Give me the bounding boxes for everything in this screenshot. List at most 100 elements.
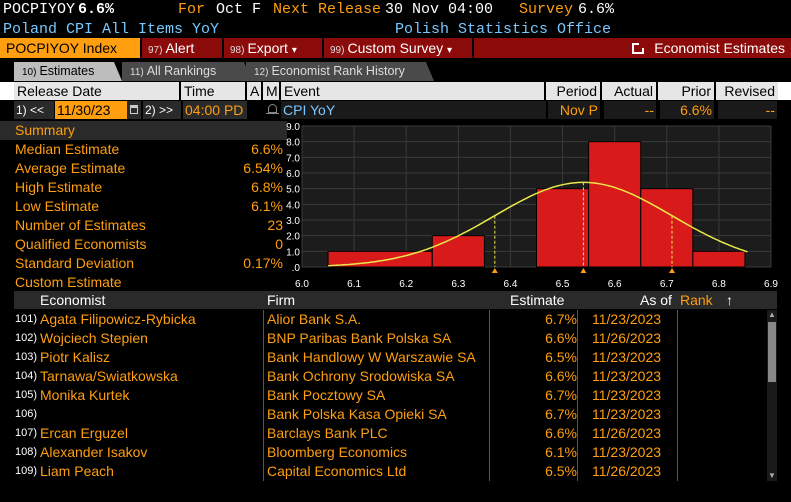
x-tick-label: 6.4 — [503, 279, 517, 290]
calendar-icon[interactable] — [127, 101, 141, 119]
table-row[interactable]: 106) Bank Polska Kasa Opieki SA 6.7% 11/23/… — [0, 405, 777, 424]
alert-label: Alert — [165, 40, 195, 56]
table-row[interactable]: 108) Alexander Isakov Bloomberg Economics 6… — [0, 443, 777, 462]
estimates-histogram: 9.0 8.0 7.0 6.0 5.0 4.0 3.0 2.0 1.0 .0 6.0 6.1 6.2 6.… — [286, 122, 778, 290]
as-of-date: 11/26/2023 — [592, 463, 662, 479]
table-row[interactable]: 102) Wojciech Stepien BNP Paribas Bank Pol… — [0, 329, 777, 348]
export-button[interactable]: 98) Export ▾ — [224, 38, 322, 58]
row-index: 107) — [15, 427, 38, 439]
as-of-date: 11/23/2023 — [592, 368, 662, 384]
event-name-link[interactable]: CPI YoY — [281, 101, 546, 119]
y-tick-label: 2.0 — [286, 232, 300, 243]
y-tick-label: 5.0 — [286, 185, 300, 196]
table-row[interactable]: 104) Tarnawa/Swiatkowska Bank Ochrony Srod… — [0, 367, 777, 386]
col-m[interactable]: M — [263, 82, 281, 100]
table-row[interactable]: 101) Agata Filipowicz-Rybicka Alior Bank S… — [0, 310, 777, 329]
col-event[interactable]: Event — [281, 82, 546, 100]
prev-date-button[interactable]: 1) << — [14, 101, 54, 119]
col-economist[interactable]: Economist — [40, 292, 106, 308]
col-prior[interactable]: Prior — [658, 82, 716, 100]
event-prior: 6.6% — [660, 101, 714, 119]
marker-triangle — [580, 268, 587, 273]
security-description: Poland CPI All Items YoY — [3, 21, 220, 38]
table-row[interactable]: 103) Piotr Kalisz Bank Handlowy W Warszawi… — [0, 348, 777, 367]
as-of-date: 11/26/2023 — [592, 330, 662, 346]
column-divider — [677, 310, 678, 481]
estimate-value: 6.6% — [545, 330, 577, 346]
col-revised[interactable]: Revised — [716, 82, 778, 100]
tab-estimates[interactable]: 10) Estimates — [14, 62, 122, 81]
alert-num: 97) — [148, 45, 163, 56]
table-row[interactable]: 105) Monika Kurtek Bank Pocztowy SA 6.7% 11/… — [0, 386, 777, 405]
col-as-of[interactable]: As of — [640, 292, 672, 308]
scroll-down-icon[interactable]: ▼ — [768, 471, 776, 480]
security-subheader: Poland CPI All Items YoY Polish Statisti… — [0, 20, 791, 38]
summary-value: 23 — [267, 217, 283, 233]
y-tick-label: 9.0 — [286, 122, 300, 133]
summary-label: Qualified Economists — [15, 236, 147, 252]
tab-all-rankings[interactable]: 11) All Rankings — [122, 62, 252, 81]
col-time[interactable]: Time — [181, 82, 247, 100]
histogram-bar — [588, 141, 642, 268]
tab-economist-rank-history[interactable]: 12) Economist Rank History — [246, 62, 434, 81]
firm-name: Bank Pocztowy SA — [267, 387, 386, 403]
col-a[interactable]: A — [247, 82, 263, 100]
summary-value: 6.54% — [243, 160, 283, 176]
scrollbar-thumb[interactable] — [768, 322, 776, 382]
economist-name: Alexander Isakov — [40, 444, 148, 460]
event-row: 1) << 11/30/23 2) >> 04:00 PD CPI YoY No… — [0, 101, 791, 119]
next-release-value: 30 Nov 04:00 — [385, 1, 494, 18]
summary-value: 0.17% — [243, 255, 283, 271]
custom-num: 99) — [330, 45, 345, 56]
y-tick-label: 4.0 — [286, 200, 300, 211]
col-actual[interactable]: Actual — [602, 82, 658, 100]
table-scrollbar[interactable]: ▲ ▼ — [767, 310, 777, 481]
index-button[interactable]: POCPIYOY Index — [0, 38, 140, 58]
custom-survey-button[interactable]: 99) Custom Survey ▾ — [324, 38, 472, 58]
firm-name: Capital Economics Ltd — [267, 463, 407, 479]
firm-name: Bloomberg Economics — [267, 444, 408, 460]
col-firm[interactable]: Firm — [267, 292, 295, 308]
column-divider — [489, 310, 490, 481]
estimates-table-body: 101) Agata Filipowicz-Rybicka Alior Bank S… — [0, 310, 777, 481]
economist-estimates-button[interactable]: Economist Estimates — [626, 38, 791, 58]
menu-separator — [140, 38, 142, 58]
col-period[interactable]: Period — [546, 82, 602, 100]
normal-curve — [328, 181, 748, 267]
export-num: 98) — [230, 45, 245, 56]
for-period: Oct F — [216, 1, 262, 18]
alert-button[interactable]: 97) Alert — [142, 38, 222, 58]
column-divider — [577, 310, 578, 481]
y-tick-label: 7.0 — [286, 153, 300, 164]
date-input[interactable]: 11/30/23 — [55, 101, 127, 119]
economist-name: Tarnawa/Swiatkowska — [40, 368, 178, 384]
bell-icon[interactable] — [265, 101, 279, 119]
tab-bar: 10) Estimates 11) All Rankings 12) Economis… — [0, 62, 791, 81]
col-release-date[interactable]: Release Date — [14, 82, 181, 100]
summary-row-custom[interactable]: Custom Estimate — [0, 273, 287, 292]
event-period: Nov P — [548, 101, 600, 119]
x-tick-label: 6.1 — [347, 279, 361, 290]
summary-value: 0 — [275, 236, 283, 252]
table-row[interactable]: 109) Liam Peach Capital Economics Ltd 6.5% 1… — [0, 462, 777, 481]
sort-arrow-icon[interactable]: ↑ — [726, 292, 733, 308]
next-date-button[interactable]: 2) >> — [143, 101, 181, 119]
summary-label: Standard Deviation — [15, 255, 135, 271]
summary-value: 6.8% — [251, 179, 283, 195]
time-value: 04:00 — [185, 102, 221, 118]
col-rank[interactable]: Rank — [680, 292, 713, 308]
summary-row-median: Median Estimate 6.6% — [0, 140, 287, 159]
table-row[interactable]: 107) Ercan Erguzel Barclays Bank PLC 6.6% 11… — [0, 424, 777, 443]
chevron-down-icon: ▾ — [291, 45, 297, 56]
row-index: 101) — [15, 313, 38, 325]
estimate-value: 6.6% — [545, 368, 577, 384]
survey-value: 6.6% — [578, 1, 615, 18]
summary-label: Median Estimate — [15, 141, 120, 157]
col-estimate[interactable]: Estimate — [510, 292, 565, 308]
scroll-up-icon[interactable]: ▲ — [768, 310, 776, 319]
security-header: POCPIYOY 6.6% For Oct F Next Release 30 … — [0, 0, 791, 20]
x-tick-label: 6.2 — [399, 279, 413, 290]
next-release-label: Next Release — [273, 1, 382, 18]
source-name: Polish Statistics Office — [395, 21, 612, 38]
time-suffix: PD — [223, 102, 244, 118]
